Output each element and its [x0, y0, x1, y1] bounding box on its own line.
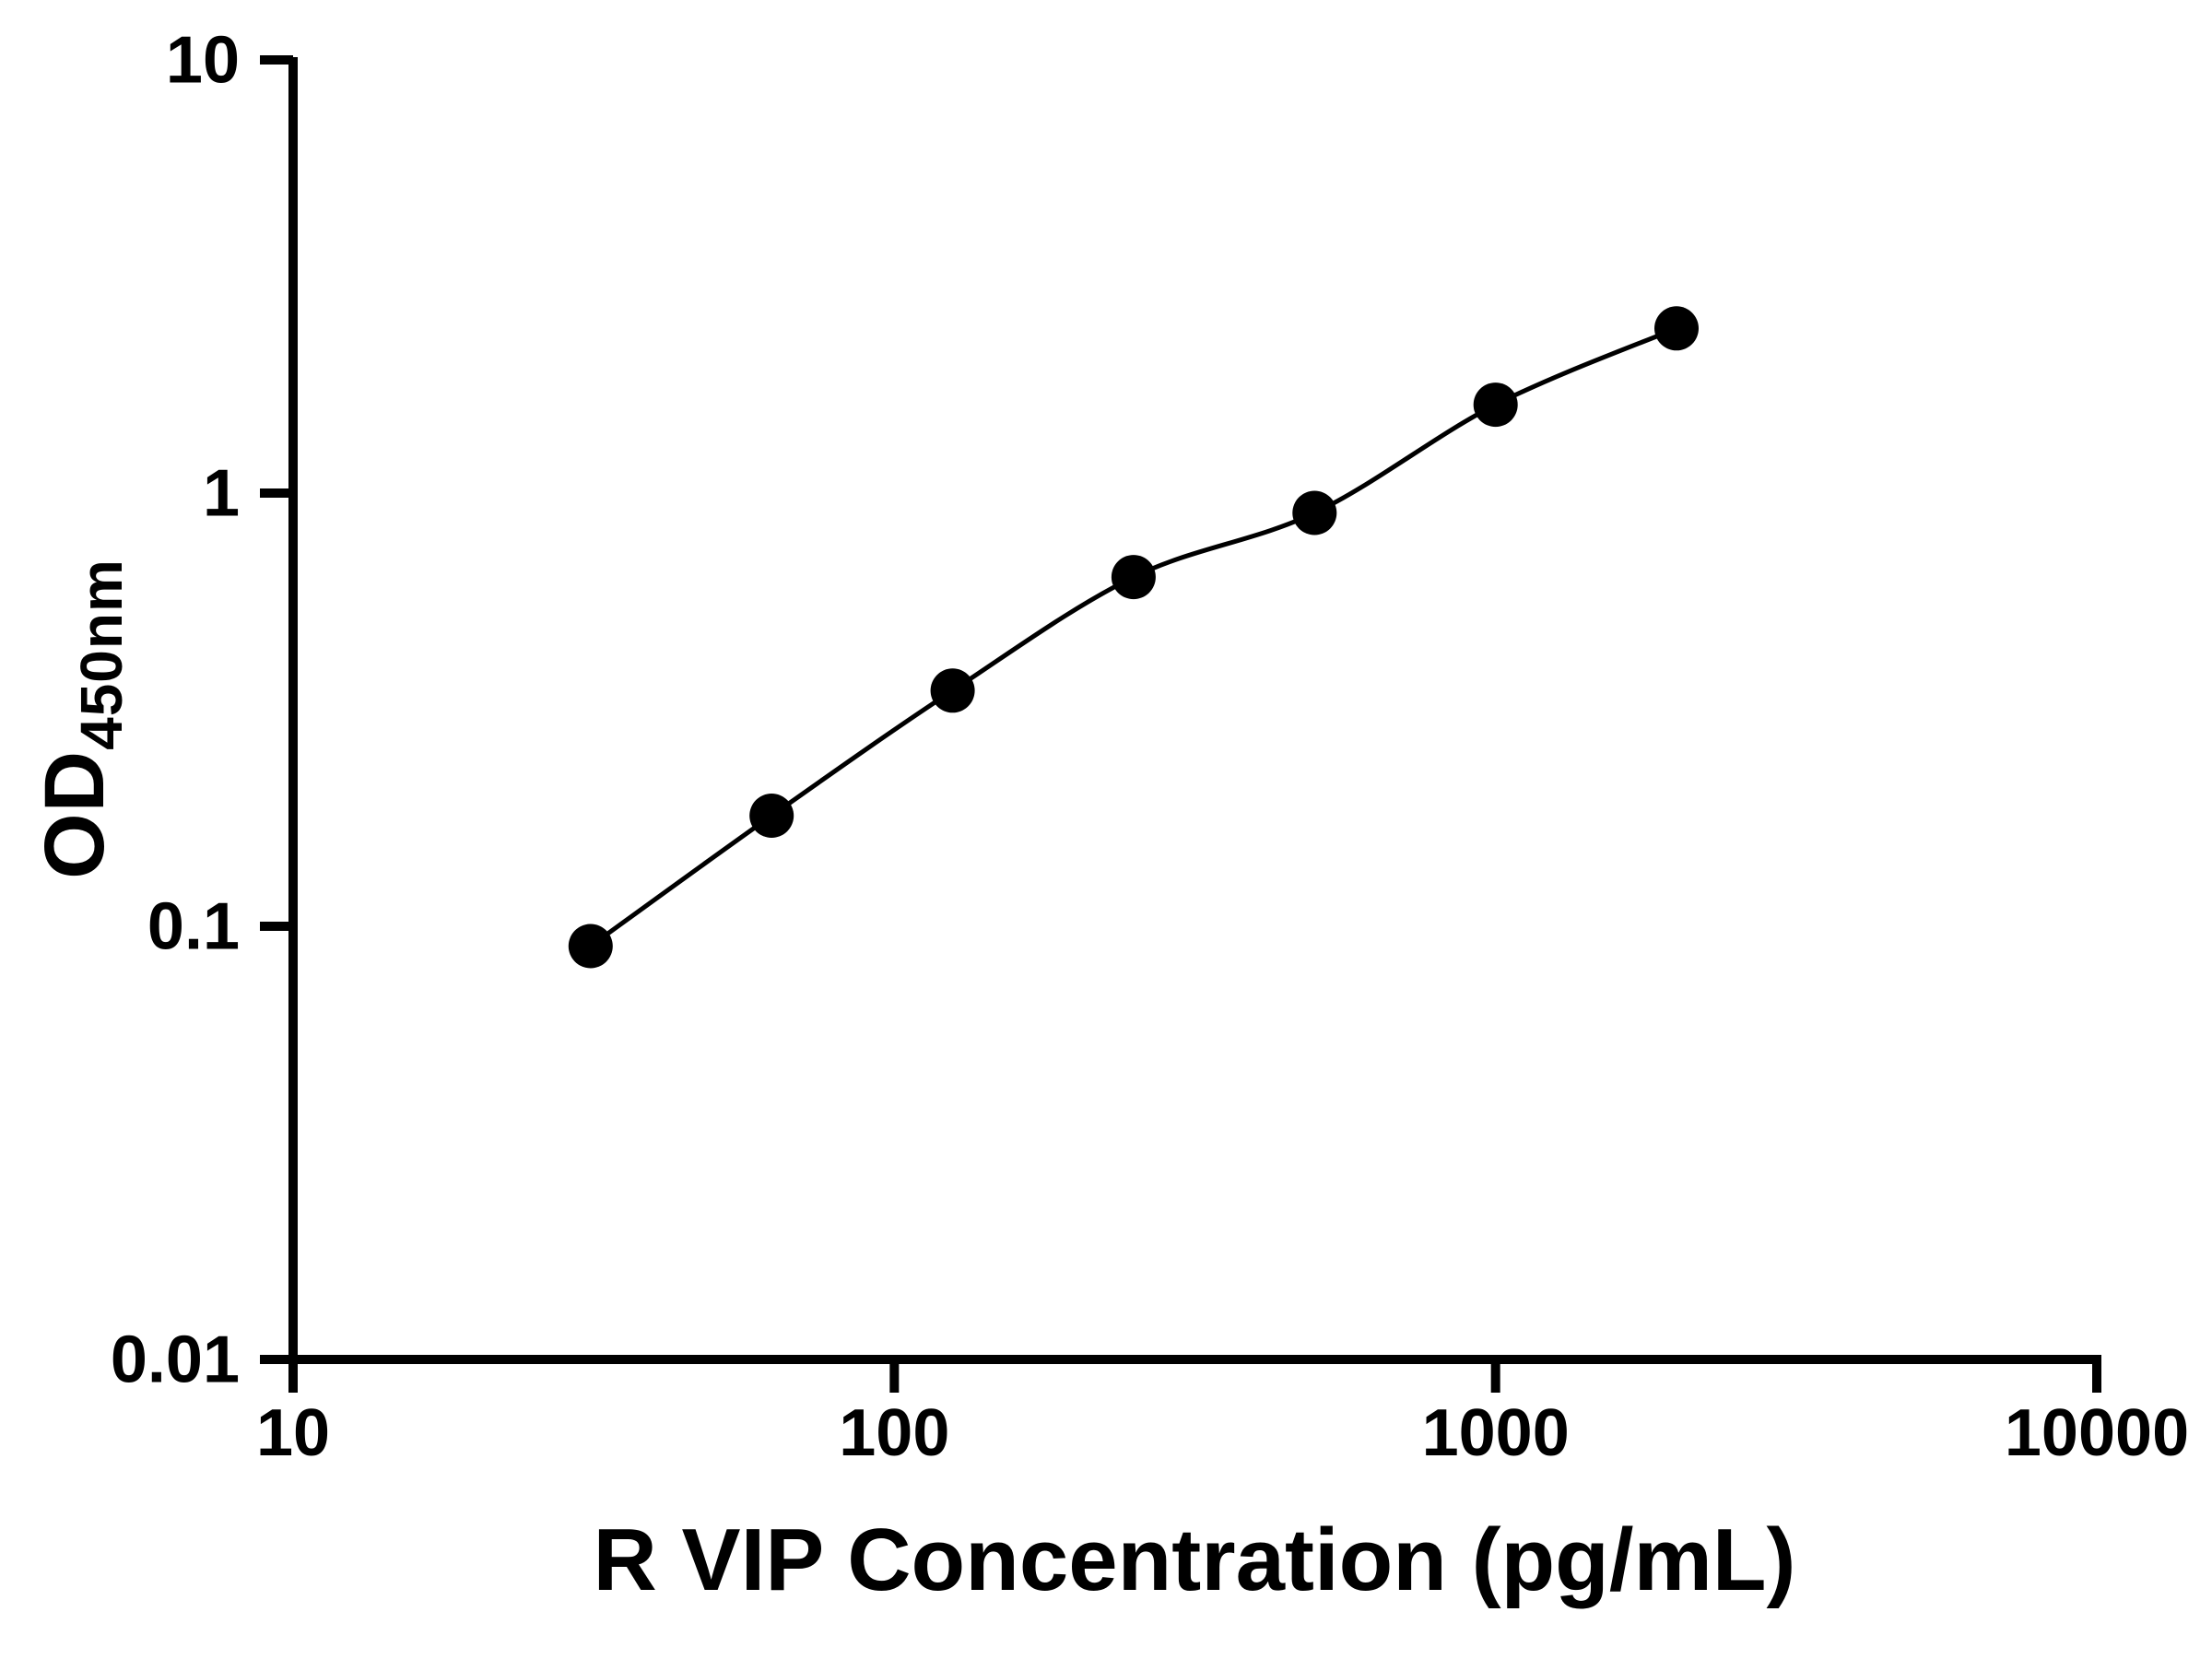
data-point — [930, 668, 975, 713]
data-point — [568, 924, 613, 969]
x-axis-title: R VIP Concentration (pg/mL) — [593, 1511, 1796, 1609]
data-point — [1654, 306, 1699, 351]
y-axis-title: OD450nm — [27, 559, 135, 879]
data-point — [1111, 555, 1156, 600]
x-tick-label: 10 — [256, 1396, 330, 1470]
y-tick-label: 0.01 — [111, 1323, 240, 1396]
data-point — [1473, 382, 1518, 428]
x-tick-label: 1000 — [1422, 1396, 1570, 1470]
y-tick-label: 10 — [166, 23, 240, 97]
data-point — [749, 794, 794, 838]
y-tick-label: 1 — [203, 456, 240, 530]
data-point — [1292, 490, 1337, 535]
fit-curve — [589, 325, 1677, 948]
y-tick-label: 0.1 — [147, 889, 240, 963]
y-axis-title-subscript: 450nm — [68, 559, 135, 750]
x-tick-label: 10000 — [2005, 1396, 2189, 1470]
y-axis-title-main: OD — [28, 749, 122, 879]
x-tick-label: 100 — [839, 1396, 949, 1470]
